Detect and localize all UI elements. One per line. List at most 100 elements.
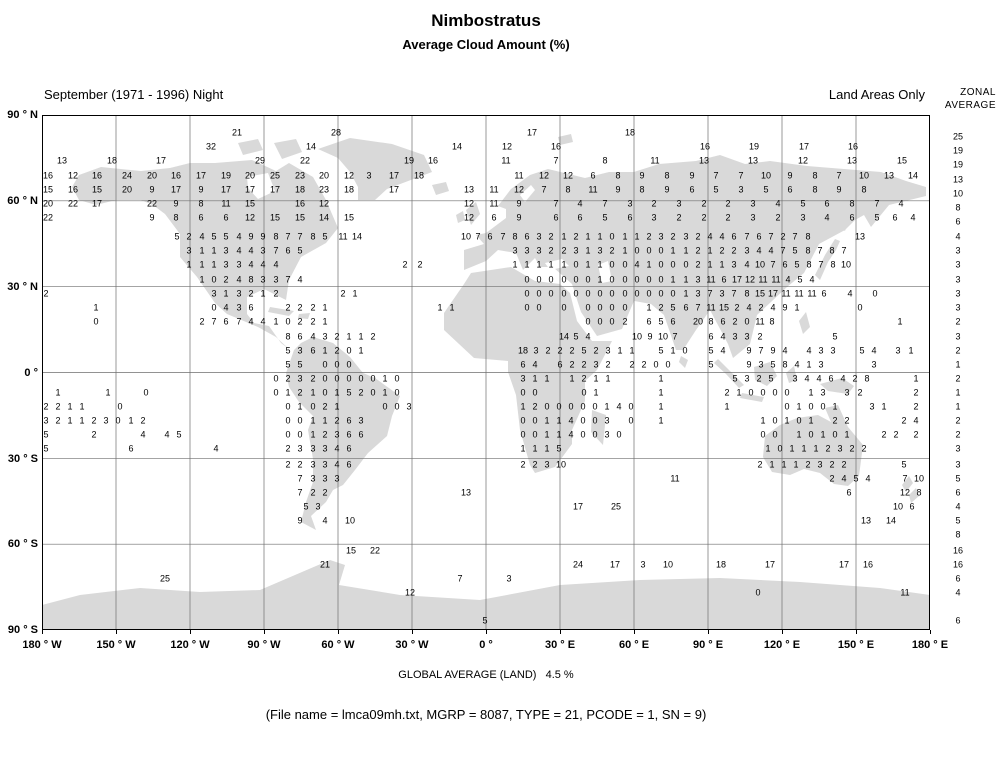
grid-value: 12 (244, 212, 256, 223)
grid-value: 4 (334, 459, 340, 470)
grid-value: 3 (406, 401, 412, 412)
grid-value: 1 (55, 387, 61, 398)
grid-value: 0 (532, 429, 538, 440)
grid-value: 0 (544, 401, 550, 412)
grid-value: 2 (605, 359, 611, 370)
x-axis-tick (560, 630, 561, 634)
x-axis-label: 60 ° E (618, 639, 650, 651)
grid-value: 2 (248, 288, 254, 299)
grid-value: 0 (532, 387, 538, 398)
x-axis-tick (486, 630, 487, 634)
grid-value: 22 (146, 198, 158, 209)
grid-value: 2 (334, 331, 340, 342)
grid-value: 8 (861, 184, 867, 195)
grid-value: 4 (720, 345, 726, 356)
grid-value: 0 (658, 274, 664, 285)
grid-value: 0 (616, 429, 622, 440)
grid-value: 1 (346, 331, 352, 342)
grid-value: 0 (597, 288, 603, 299)
grid-value: 0 (520, 387, 526, 398)
grid-value: 0 (646, 288, 652, 299)
grid-value: 0 (784, 387, 790, 398)
grid-value: 0 (760, 429, 766, 440)
grid-value: 5 (797, 274, 803, 285)
grid-value: 6 (248, 302, 254, 313)
grid-value: 4 (841, 473, 847, 484)
grid-value: 1 (844, 429, 850, 440)
grid-value: 6 (223, 212, 229, 223)
grid-value: 15 (718, 302, 730, 313)
grid-value: 0 (653, 359, 659, 370)
grid-value: 15 (269, 212, 281, 223)
grid-value: 2 (658, 302, 664, 313)
grid-value: 9 (149, 184, 155, 195)
grid-value: 0 (628, 415, 634, 426)
grid-value: 5 (346, 387, 352, 398)
grid-value: 4 (898, 198, 904, 209)
grid-value: 4 (140, 429, 146, 440)
grid-value: 12 (744, 274, 756, 285)
grid-value: 10 (840, 259, 852, 270)
x-axis-tick (42, 630, 43, 634)
grid-value: 25 (159, 573, 171, 584)
grid-value: 2 (548, 231, 554, 242)
grid-value: 0 (273, 387, 279, 398)
grid-value: 1 (322, 316, 328, 327)
grid-value: 4 (634, 259, 640, 270)
grid-value: 5 (174, 231, 180, 242)
grid-value: 4 (794, 359, 800, 370)
zonal-average-value: 3 (955, 459, 961, 470)
grid-value: 8 (805, 231, 811, 242)
grid-value: 3 (792, 373, 798, 384)
grid-value: 10 (657, 331, 669, 342)
grid-value: 0 (394, 387, 400, 398)
grid-value: 9 (248, 231, 254, 242)
grid-value: 2 (725, 212, 731, 223)
grid-value: 12 (463, 212, 475, 223)
grid-value: 4 (248, 245, 254, 256)
grid-value: 3 (627, 198, 633, 209)
grid-value: 3 (512, 245, 518, 256)
grid-value: 7 (758, 345, 764, 356)
grid-value: 1 (358, 331, 364, 342)
grid-value: 2 (569, 359, 575, 370)
grid-value: 5 (658, 316, 664, 327)
grid-value: 6 (524, 231, 530, 242)
grid-value: 7 (602, 198, 608, 209)
grid-value: 7 (874, 198, 880, 209)
grid-value: 2 (757, 331, 763, 342)
grid-value: 7 (836, 170, 842, 181)
grid-value: 2 (532, 401, 538, 412)
grid-value: 0 (346, 373, 352, 384)
grid-value: 23 (318, 184, 330, 195)
grid-value: 0 (117, 401, 123, 412)
grid-value: 9 (297, 515, 303, 526)
grid-value: 4 (719, 231, 725, 242)
world-map-svg (42, 115, 930, 630)
grid-value: 14 (885, 515, 897, 526)
grid-value: 3 (605, 345, 611, 356)
grid-value: 2 (561, 245, 567, 256)
grid-value: 3 (820, 387, 826, 398)
grid-value: 4 (248, 316, 254, 327)
grid-value: 4 (236, 274, 242, 285)
grid-value: 9 (198, 184, 204, 195)
grid-value: 7 (211, 316, 217, 327)
grid-value: 5 (670, 302, 676, 313)
grid-value: 0 (285, 415, 291, 426)
grid-value: 0 (634, 288, 640, 299)
x-axis-tick (116, 630, 117, 634)
grid-value: 3 (186, 245, 192, 256)
grid-value: 3 (536, 231, 542, 242)
grid-value: 2 (825, 443, 831, 454)
grid-value: 5 (223, 231, 229, 242)
grid-value: 9 (689, 170, 695, 181)
grid-value: 3 (573, 245, 579, 256)
grid-value: 2 (913, 387, 919, 398)
grid-value: 0 (370, 373, 376, 384)
zonal-average-value: 6 (955, 487, 961, 498)
grid-value: 0 (548, 274, 554, 285)
grid-value: 18 (715, 559, 727, 570)
grid-value: 9 (770, 345, 776, 356)
